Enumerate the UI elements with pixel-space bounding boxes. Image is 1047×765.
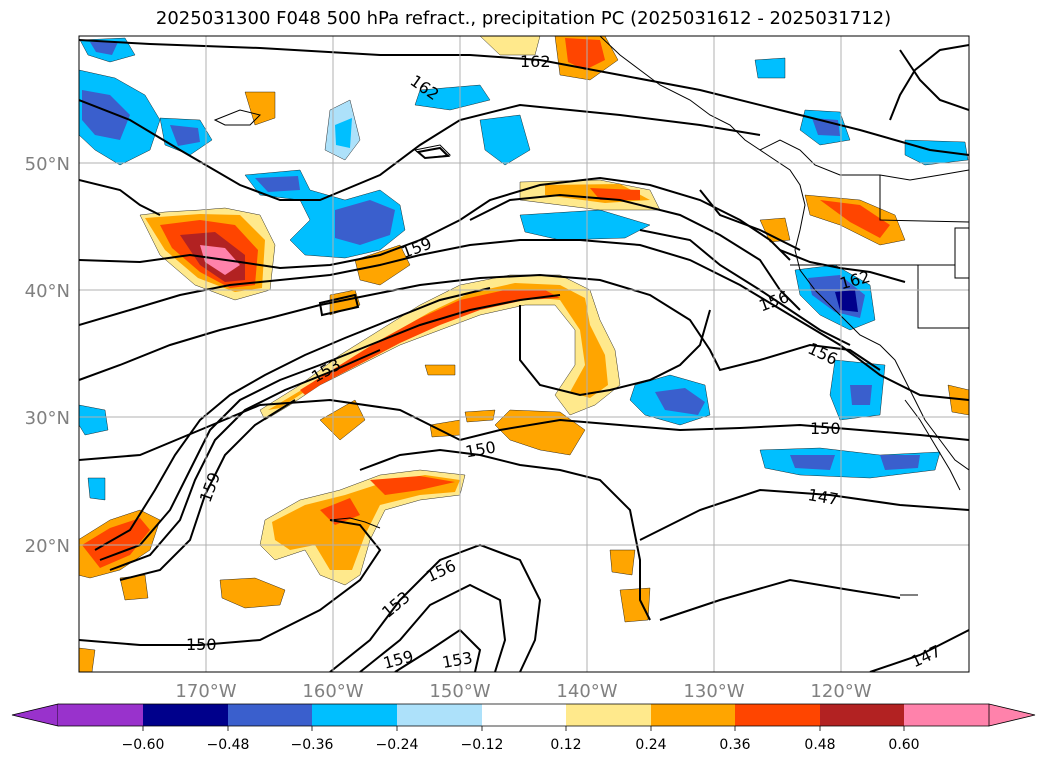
colorbar-swatch [566, 704, 651, 726]
lat-label: 20°N [25, 536, 70, 557]
contour-east-6 [779, 249, 906, 283]
gridlines [79, 36, 969, 672]
contour-label: 162 [520, 52, 551, 71]
contour-east-5 [699, 189, 801, 251]
contour-east-3 [889, 44, 969, 121]
contour-44n [469, 193, 801, 311]
colorbar-swatch [904, 704, 989, 726]
contour-162-north [79, 39, 969, 156]
lon-label: 120°W [810, 681, 871, 702]
colorbar-swatch [312, 704, 397, 726]
colorbar-swatch [482, 704, 566, 726]
contour-147-b [659, 578, 901, 621]
lat-label: 40°N [25, 281, 70, 302]
contour-east-4 [79, 179, 161, 216]
colorbar-swatch [143, 704, 228, 726]
colorbar-swatch [397, 704, 482, 726]
precip-shading [79, 36, 969, 672]
contour-150-south [79, 519, 382, 646]
colorbar-tick-label: 0.36 [719, 737, 750, 753]
lon-axis: 170°W 160°W 150°W 140°W 130°W 120°W [175, 681, 871, 702]
colorbar-tick-label: −0.36 [291, 737, 334, 753]
contour-40n [79, 239, 969, 401]
lat-label: 50°N [25, 154, 70, 175]
contour-inner-2 [119, 399, 296, 581]
contour-label: 150 [810, 419, 841, 438]
contour-147-south [869, 629, 969, 672]
colorbar-tick-label: −0.12 [461, 737, 504, 753]
contour-north-2 [79, 99, 761, 201]
colorbar-swatch [820, 704, 904, 726]
colorbar-tick-label: 0.12 [550, 737, 581, 753]
contour-label: 150 [186, 635, 217, 654]
contour-loop-30n [519, 305, 711, 397]
lon-label: 170°W [175, 681, 236, 702]
lon-label: 160°W [302, 681, 363, 702]
lat-label: 30°N [25, 408, 70, 429]
colorbar-tick-label: −0.60 [122, 737, 165, 753]
colorbar-swatch [228, 704, 312, 726]
lon-label: 150°W [429, 681, 490, 702]
contour-153 [99, 294, 561, 561]
lat-axis: 50°N 40°N 30°N 20°N [25, 154, 70, 557]
colorbar: −0.60 −0.48 −0.36 −0.24 −0.12 0.12 0.24 … [11, 703, 1036, 753]
colorbar-arrow-low [11, 703, 59, 727]
contour-south-2 [359, 583, 507, 672]
colorbar-swatch [58, 704, 143, 726]
contour-156 [79, 273, 881, 381]
contour-inner-1 [109, 349, 381, 571]
colorbar-arrow-high [988, 703, 1036, 727]
plot-frame [78, 35, 970, 673]
lon-label: 140°W [556, 681, 617, 702]
contour-east-2 [899, 49, 969, 111]
figure-title: 2025031300 F048 500 hPa refract., precip… [155, 8, 892, 29]
lon-label: 130°W [683, 681, 744, 702]
contour-159 [94, 287, 491, 551]
colorbar-tick-label: 0.60 [888, 737, 919, 753]
colorbar-tick-label: −0.48 [207, 737, 250, 753]
colorbar-swatch [651, 704, 735, 726]
contour-147 [639, 488, 969, 541]
colorbar-swatch [735, 704, 820, 726]
colorbar-tick-label: 0.24 [635, 737, 666, 753]
contour-150-loop [359, 448, 651, 621]
colorbar-tick-label: −0.24 [376, 737, 419, 753]
colorbar-tick-label: 0.48 [804, 737, 835, 753]
contour-label: 153 [441, 648, 474, 672]
